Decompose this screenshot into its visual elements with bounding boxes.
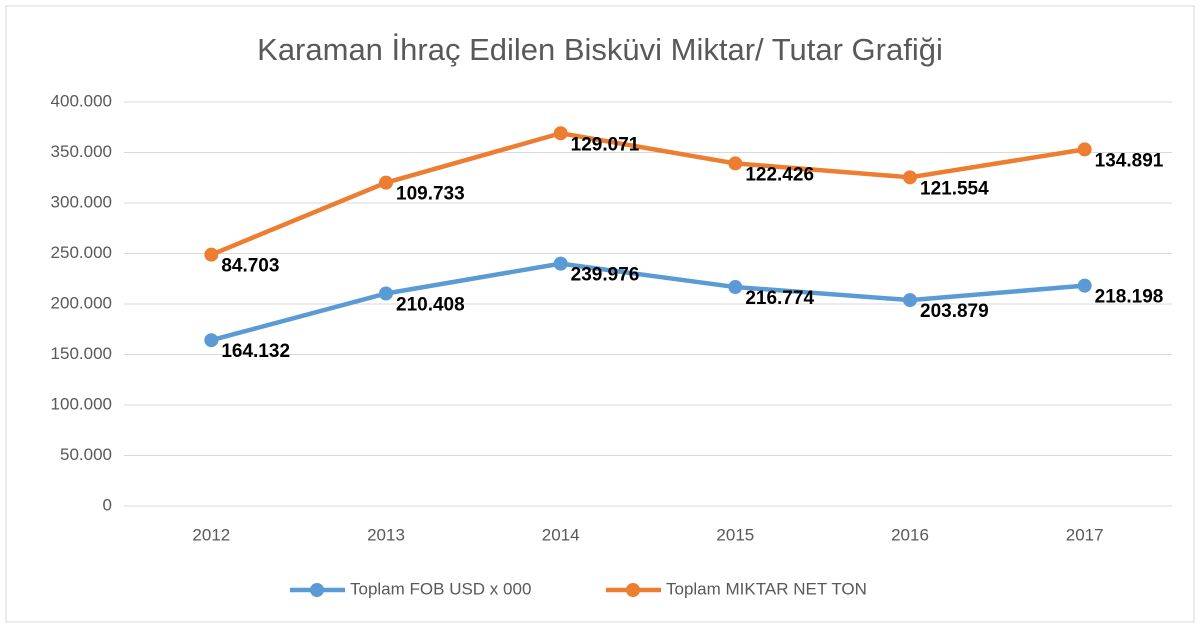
x-tick-label: 2016 — [891, 525, 929, 544]
data-label: 203.879 — [920, 301, 989, 322]
y-tick-label: 300.000 — [51, 192, 112, 211]
point — [204, 247, 219, 262]
legend-label: Toplam MIKTAR NET TON — [666, 579, 867, 598]
legend-marker — [310, 583, 324, 597]
point — [553, 126, 568, 141]
x-tick-label: 2015 — [716, 525, 754, 544]
data-label: 216.774 — [745, 288, 814, 309]
y-tick-label: 350.000 — [51, 142, 112, 161]
y-tick-label: 50.000 — [60, 445, 112, 464]
x-tick-label: 2012 — [192, 525, 230, 544]
series-line — [210, 261, 1085, 343]
data-label: 129.071 — [571, 134, 640, 155]
series-line — [210, 131, 1086, 257]
x-tick-label: 2013 — [367, 525, 405, 544]
data-label: 84.703 — [221, 256, 279, 277]
y-tick-label: 400.000 — [51, 91, 112, 110]
y-tick-label: 100.000 — [51, 394, 112, 413]
data-label: 134.891 — [1095, 150, 1164, 171]
point — [379, 286, 393, 301]
legend-label: Toplam FOB USD x 000 — [350, 579, 531, 598]
data-label: 239.976 — [571, 265, 640, 286]
point — [553, 256, 568, 271]
data-label: 164.132 — [221, 341, 290, 362]
y-tick-label: 250.000 — [51, 243, 112, 262]
legend-marker — [626, 583, 640, 597]
point — [204, 333, 219, 348]
data-label: 121.554 — [920, 178, 989, 199]
y-tick-label: 150.000 — [51, 344, 112, 363]
point — [1077, 142, 1092, 157]
y-tick-label: 0 — [103, 495, 112, 514]
data-label: 210.408 — [396, 295, 465, 316]
point — [379, 175, 393, 190]
x-tick-label: 2017 — [1066, 525, 1104, 544]
x-tick-label: 2014 — [542, 525, 580, 544]
data-label: 218.198 — [1095, 287, 1164, 308]
point — [903, 170, 917, 185]
data-label: 122.426 — [745, 164, 814, 185]
point — [728, 156, 743, 171]
chart-title: Karaman İhraç Edilen Bisküvi Miktar/ Tut… — [257, 32, 943, 67]
data-label: 109.733 — [396, 184, 465, 205]
point — [728, 280, 743, 295]
y-tick-label: 200.000 — [51, 293, 112, 312]
point — [1077, 278, 1092, 293]
chart-border — [5, 5, 1195, 623]
point — [903, 293, 917, 308]
